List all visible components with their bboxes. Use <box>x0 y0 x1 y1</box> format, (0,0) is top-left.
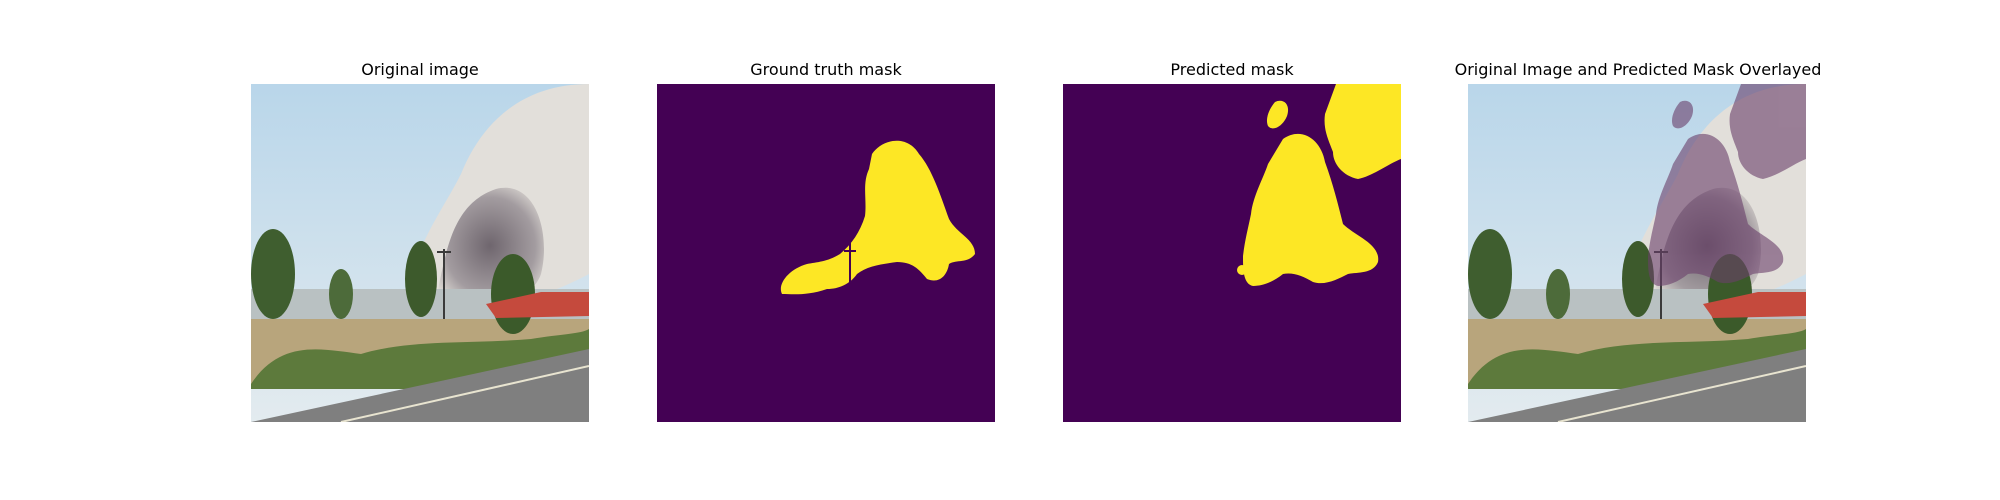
panel-title-ground-truth: Ground truth mask <box>750 60 902 79</box>
overlay-image <box>1468 84 1806 422</box>
overlay-mask <box>1648 84 1806 286</box>
predicted-region-small <box>1266 100 1289 129</box>
panel-title-overlay: Original Image and Predicted Mask Overla… <box>1454 60 1822 79</box>
ground-truth-mask <box>657 84 995 422</box>
predicted-region-main <box>1243 133 1379 286</box>
predicted-region-top-right <box>1324 84 1401 179</box>
original-image <box>251 84 589 422</box>
ground-truth-region <box>780 140 975 295</box>
panel-title-original: Original image <box>361 60 479 79</box>
predicted-mask <box>1063 84 1401 422</box>
panel-title-predicted: Predicted mask <box>1170 60 1294 79</box>
